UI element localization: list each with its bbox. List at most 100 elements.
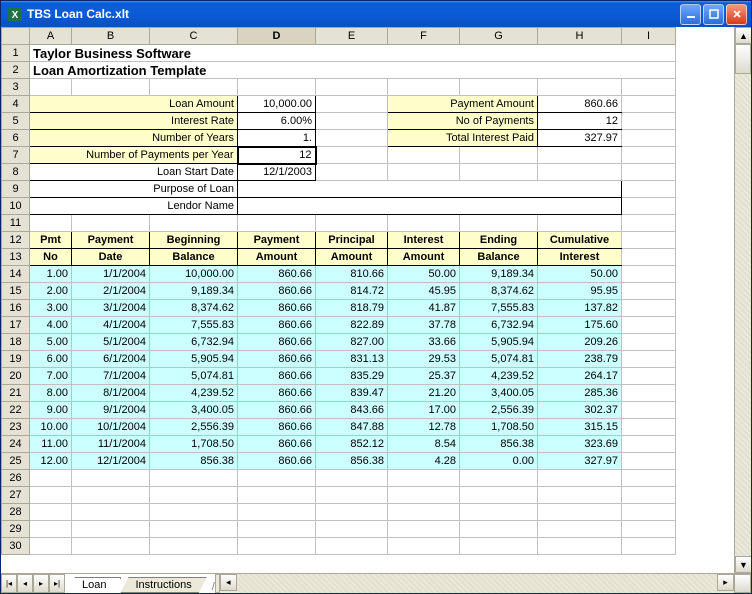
table-row[interactable]: 814.72 bbox=[316, 283, 388, 300]
close-button[interactable] bbox=[726, 4, 747, 25]
spreadsheet-grid[interactable]: ABCDEFGHI1Taylor Business Software2Loan … bbox=[1, 27, 676, 555]
table-row[interactable]: 29.53 bbox=[388, 351, 460, 368]
table-row[interactable]: 9/1/2004 bbox=[72, 402, 150, 419]
table-row[interactable]: 827.00 bbox=[316, 334, 388, 351]
table-row[interactable]: 831.13 bbox=[316, 351, 388, 368]
input-label-number_of_years[interactable]: Number of Years bbox=[30, 130, 238, 147]
table-header-cumulative_interest[interactable]: Cumulative bbox=[538, 232, 622, 249]
table-header-principal_amount[interactable]: Principal bbox=[316, 232, 388, 249]
table-row[interactable]: 1,708.50 bbox=[460, 419, 538, 436]
table-header-interest_amount[interactable]: Amount bbox=[388, 249, 460, 266]
input-value-loan_amount[interactable]: 10,000.00 bbox=[238, 96, 316, 113]
table-row[interactable]: 860.66 bbox=[238, 351, 316, 368]
select-all-cell[interactable] bbox=[2, 28, 30, 45]
hscroll-track[interactable] bbox=[237, 574, 717, 593]
table-row[interactable]: 6.00 bbox=[30, 351, 72, 368]
table-row[interactable]: 6,732.94 bbox=[460, 317, 538, 334]
table-header-beginning_balance[interactable]: Balance bbox=[150, 249, 238, 266]
table-header-payment_amount[interactable]: Amount bbox=[238, 249, 316, 266]
table-row[interactable]: 37.78 bbox=[388, 317, 460, 334]
table-row[interactable]: 860.66 bbox=[238, 453, 316, 470]
table-row[interactable]: 7.00 bbox=[30, 368, 72, 385]
table-row[interactable]: 137.82 bbox=[538, 300, 622, 317]
table-row[interactable]: 21.20 bbox=[388, 385, 460, 402]
input-value-loan_start_date[interactable]: 12/1/2003 bbox=[238, 164, 316, 181]
table-row[interactable]: 810.66 bbox=[316, 266, 388, 283]
scroll-down-button[interactable]: ▼ bbox=[735, 556, 751, 573]
col-header-D[interactable]: D bbox=[238, 28, 316, 45]
table-row[interactable]: 12.78 bbox=[388, 419, 460, 436]
table-row[interactable]: 860.66 bbox=[238, 334, 316, 351]
tab-nav-next[interactable]: ▸ bbox=[33, 574, 49, 593]
table-row[interactable]: 8,374.62 bbox=[150, 300, 238, 317]
table-row[interactable]: 9,189.34 bbox=[460, 266, 538, 283]
table-row[interactable]: 4.00 bbox=[30, 317, 72, 334]
table-row[interactable]: 860.66 bbox=[238, 317, 316, 334]
table-row[interactable]: 4.28 bbox=[388, 453, 460, 470]
table-row[interactable]: 2.00 bbox=[30, 283, 72, 300]
tab-nav-last[interactable]: ▸| bbox=[49, 574, 65, 593]
table-row[interactable]: 860.66 bbox=[238, 402, 316, 419]
table-row[interactable]: 238.79 bbox=[538, 351, 622, 368]
table-row[interactable]: 856.38 bbox=[150, 453, 238, 470]
table-row[interactable]: 2,556.39 bbox=[150, 419, 238, 436]
table-row[interactable]: 45.95 bbox=[388, 283, 460, 300]
table-row[interactable]: 0.00 bbox=[460, 453, 538, 470]
table-row[interactable]: 860.66 bbox=[238, 283, 316, 300]
table-row[interactable]: 2/1/2004 bbox=[72, 283, 150, 300]
table-row[interactable]: 4,239.52 bbox=[150, 385, 238, 402]
table-header-pmt_no[interactable]: No bbox=[30, 249, 72, 266]
scroll-up-button[interactable]: ▲ bbox=[735, 27, 751, 44]
table-row[interactable]: 860.66 bbox=[238, 266, 316, 283]
table-header-interest_amount[interactable]: Interest bbox=[388, 232, 460, 249]
table-row[interactable]: 3,400.05 bbox=[150, 402, 238, 419]
summary-label-no_of_payments[interactable]: No of Payments bbox=[388, 113, 538, 130]
scroll-thumb[interactable] bbox=[735, 44, 751, 74]
table-header-ending_balance[interactable]: Balance bbox=[460, 249, 538, 266]
horizontal-scrollbar[interactable]: ◂ ▸ bbox=[220, 574, 734, 593]
table-row[interactable]: 1.00 bbox=[30, 266, 72, 283]
table-row[interactable]: 3,400.05 bbox=[460, 385, 538, 402]
table-row[interactable]: 822.89 bbox=[316, 317, 388, 334]
table-row[interactable]: 4,239.52 bbox=[460, 368, 538, 385]
table-row[interactable]: 264.17 bbox=[538, 368, 622, 385]
table-row[interactable]: 285.36 bbox=[538, 385, 622, 402]
table-row[interactable]: 852.12 bbox=[316, 436, 388, 453]
table-row[interactable]: 5.00 bbox=[30, 334, 72, 351]
table-row[interactable]: 33.66 bbox=[388, 334, 460, 351]
table-row[interactable]: 5,074.81 bbox=[460, 351, 538, 368]
table-header-beginning_balance[interactable]: Beginning bbox=[150, 232, 238, 249]
vertical-scrollbar[interactable]: ▲ ▼ bbox=[734, 27, 751, 573]
title-line2[interactable]: Loan Amortization Template bbox=[30, 62, 676, 79]
input-value-payments_per_year[interactable]: 12 bbox=[238, 147, 316, 164]
scroll-left-button[interactable]: ◂ bbox=[220, 574, 237, 591]
table-row[interactable]: 3/1/2004 bbox=[72, 300, 150, 317]
table-row[interactable]: 6,732.94 bbox=[150, 334, 238, 351]
table-row[interactable]: 11/1/2004 bbox=[72, 436, 150, 453]
tab-nav-first[interactable]: |◂ bbox=[1, 574, 17, 593]
table-row[interactable]: 5,074.81 bbox=[150, 368, 238, 385]
table-header-ending_balance[interactable]: Ending bbox=[460, 232, 538, 249]
table-header-cumulative_interest[interactable]: Interest bbox=[538, 249, 622, 266]
table-row[interactable]: 818.79 bbox=[316, 300, 388, 317]
input-value-purpose_of_loan[interactable] bbox=[238, 181, 622, 198]
input-value-lendor_name[interactable] bbox=[238, 198, 622, 215]
table-row[interactable]: 860.66 bbox=[238, 368, 316, 385]
summary-label-total_interest_paid[interactable]: Total Interest Paid bbox=[388, 130, 538, 147]
table-row[interactable]: 847.88 bbox=[316, 419, 388, 436]
col-header-G[interactable]: G bbox=[460, 28, 538, 45]
summary-value-no_of_payments[interactable]: 12 bbox=[538, 113, 622, 130]
table-header-pmt_no[interactable]: Pmt bbox=[30, 232, 72, 249]
table-row[interactable]: 11.00 bbox=[30, 436, 72, 453]
input-value-interest_rate[interactable]: 6.00% bbox=[238, 113, 316, 130]
summary-label-payment_amount[interactable]: Payment Amount bbox=[388, 96, 538, 113]
input-label-purpose_of_loan[interactable]: Purpose of Loan bbox=[30, 181, 238, 198]
input-label-loan_start_date[interactable]: Loan Start Date bbox=[30, 164, 238, 181]
col-header-H[interactable]: H bbox=[538, 28, 622, 45]
table-row[interactable]: 860.66 bbox=[238, 385, 316, 402]
table-row[interactable]: 835.29 bbox=[316, 368, 388, 385]
table-row[interactable]: 1/1/2004 bbox=[72, 266, 150, 283]
table-row[interactable]: 302.37 bbox=[538, 402, 622, 419]
table-row[interactable]: 50.00 bbox=[388, 266, 460, 283]
sheet-tab-instructions[interactable]: Instructions bbox=[120, 577, 206, 593]
